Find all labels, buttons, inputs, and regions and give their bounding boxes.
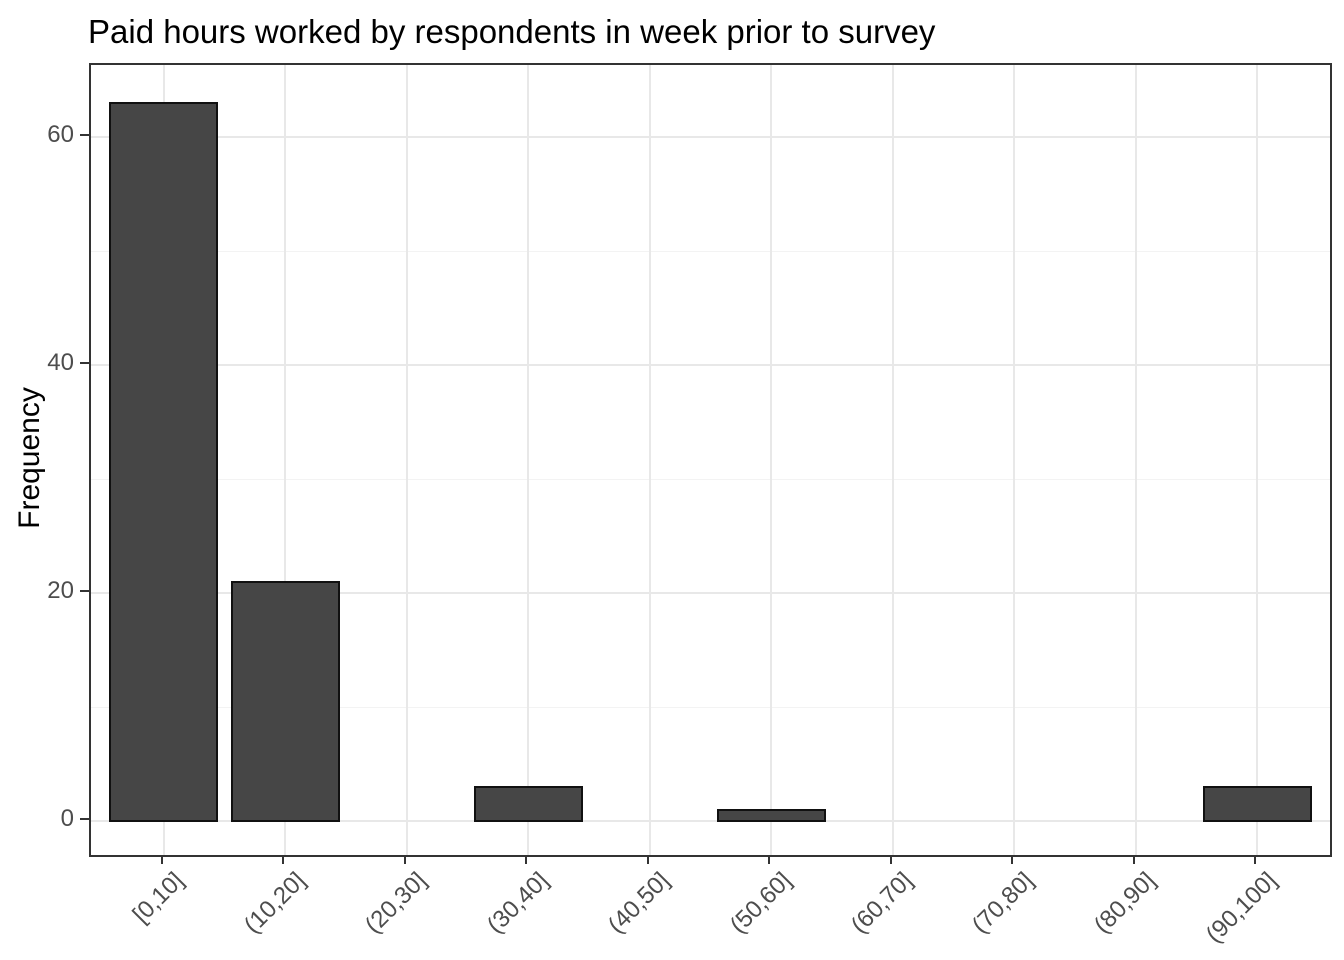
y-tick-label: 40	[47, 349, 74, 376]
x-tick-mark	[403, 855, 406, 864]
x-tick-mark	[282, 855, 285, 864]
histogram-bar	[109, 102, 218, 822]
gridline-major-x	[648, 65, 651, 855]
x-tick-mark	[160, 855, 163, 864]
x-tick-mark	[768, 855, 771, 864]
histogram-bar	[231, 581, 340, 822]
histogram-bar	[717, 809, 826, 822]
x-tick-label-text: (30,40]	[481, 867, 554, 939]
x-tick-mark	[1254, 855, 1257, 864]
histogram-bar	[1203, 786, 1312, 822]
x-tick-label-text: (20,30]	[359, 867, 432, 939]
y-axis-title: Frequency	[13, 387, 46, 529]
x-tick-mark	[1011, 855, 1014, 864]
gridline-major-x	[770, 65, 773, 855]
gridline-major-y	[91, 364, 1330, 366]
x-tick-mark	[646, 855, 649, 864]
x-tick-mark	[1132, 855, 1135, 864]
y-tick-mark	[80, 134, 89, 136]
x-tick-label-text: (90,100]	[1200, 867, 1283, 949]
x-tick-label-text: (50,60]	[724, 867, 797, 939]
y-tick-mark	[80, 590, 89, 592]
gridline-major-x	[1013, 65, 1016, 855]
x-tick-mark	[889, 855, 892, 864]
gridline-major-x	[527, 65, 530, 855]
gridline-minor-y	[91, 250, 1330, 252]
gridline-major-x	[284, 65, 287, 855]
gridline-major-x	[1134, 65, 1137, 855]
plot-title: Paid hours worked by respondents in week…	[88, 13, 936, 50]
histogram-bar	[474, 786, 583, 822]
plot-panel	[89, 63, 1332, 857]
gridline-major-y	[91, 592, 1330, 594]
gridline-major-x	[405, 65, 408, 855]
y-tick-mark	[80, 362, 89, 364]
x-tick-mark	[525, 855, 528, 864]
x-tick-label-text: (40,50]	[602, 867, 675, 939]
y-tick-label: 20	[47, 577, 74, 604]
gridline-major-y	[91, 820, 1330, 822]
y-tick-mark	[80, 818, 89, 820]
y-tick-label: 60	[47, 121, 74, 148]
gridline-major-y	[91, 136, 1330, 138]
gridline-major-x	[891, 65, 894, 855]
gridline-minor-y	[91, 706, 1330, 708]
y-tick-label: 0	[60, 805, 74, 832]
x-tick-label-text: (70,80]	[967, 867, 1040, 939]
x-tick-label-text: [0,10]	[127, 867, 189, 929]
x-tick-label-text: (80,90]	[1088, 867, 1161, 939]
x-tick-label-text: (60,70]	[845, 867, 918, 939]
gridline-minor-y	[91, 478, 1330, 480]
gridline-major-x	[1256, 65, 1259, 855]
x-tick-label-text: (10,20]	[238, 867, 311, 939]
